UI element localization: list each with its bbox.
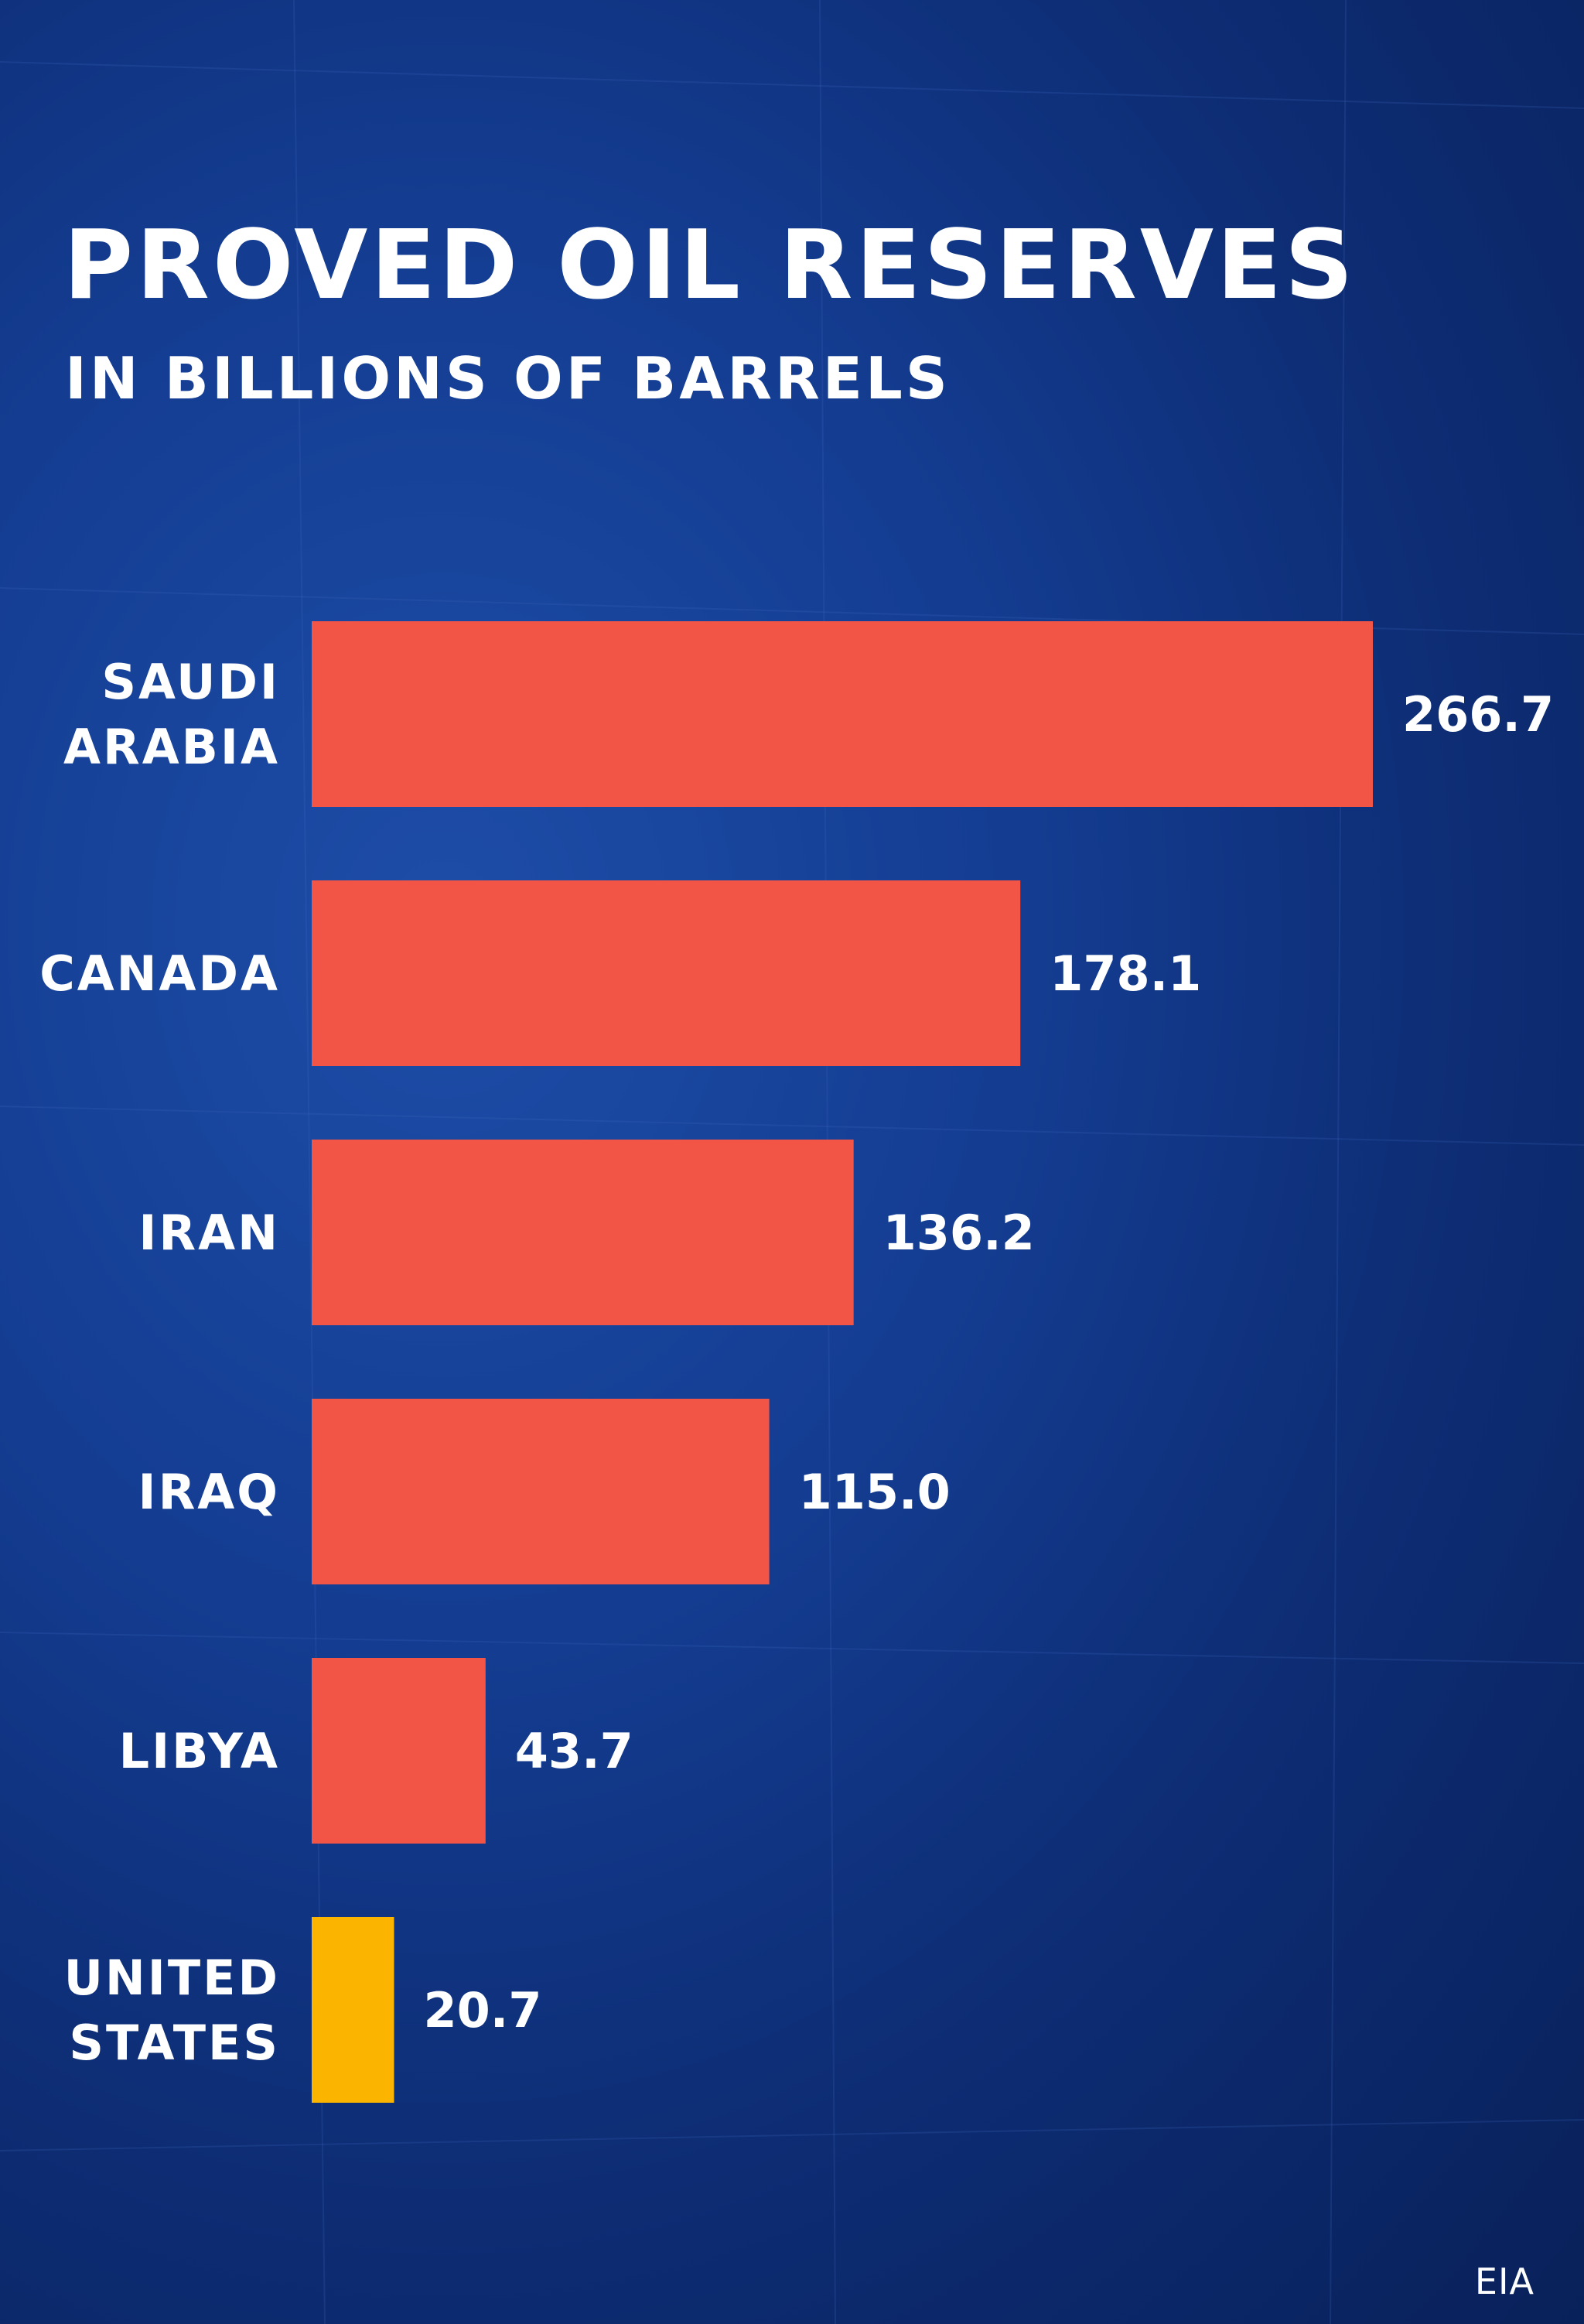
bar [312, 621, 1373, 807]
bar [312, 1399, 770, 1584]
bar [312, 1140, 854, 1325]
value-label: 20.7 [423, 1982, 541, 2039]
bar [312, 1658, 486, 1844]
category-label: LIBYA [119, 1723, 280, 1779]
value-label: 178.1 [1050, 945, 1201, 1002]
value-label: 266.7 [1402, 686, 1554, 743]
chart-title: PROVED OIL RESERVES [63, 210, 1357, 321]
category-label: UNITED STATES [64, 1950, 280, 2071]
source-label: EIA [1474, 2261, 1534, 2302]
category-label: IRAQ [138, 1464, 281, 1520]
bar [312, 1917, 394, 2103]
value-label: 115.0 [799, 1464, 951, 1520]
category-label: SAUDI ARABIA [63, 654, 280, 775]
value-label: 136.2 [883, 1205, 1035, 1261]
value-label: 43.7 [515, 1723, 633, 1779]
chart-subtitle: IN BILLIONS OF BARRELS [65, 344, 951, 412]
category-label: CANADA [39, 945, 280, 1002]
bar [312, 880, 1021, 1066]
category-label: IRAN [138, 1205, 280, 1261]
